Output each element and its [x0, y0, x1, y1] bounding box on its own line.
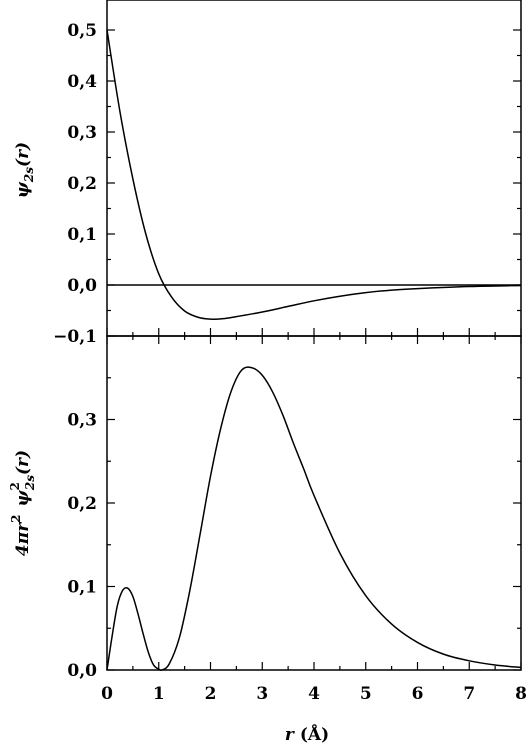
top-tick-labels: −0,1 0,0 0,1 0,2 0,3 0,4 0,5 [53, 21, 97, 347]
top-series-line [106, 29, 522, 321]
bottom-xtick-label: 4 [308, 684, 320, 704]
bottom-ytick-label: 0,3 [67, 411, 97, 431]
panel-bottom: 0,00,10,20,30 1 2 3 4 5 6 7 8 4πr2ψ22s(r) r (Å) [8, 335, 527, 745]
bottom-xtick-label: 5 [360, 684, 372, 704]
bottom-ylabel-prefix: 4πr [13, 522, 33, 556]
bottom-xtick-label: 0 [101, 684, 113, 704]
bottom-xtick-label: 3 [256, 684, 268, 704]
xlabel-symbol: r [285, 725, 295, 745]
xlabel-unit: (Å) [300, 723, 329, 745]
top-ytick-label: 0,3 [67, 123, 97, 143]
bottom-xtick-label: 6 [412, 684, 424, 704]
bottom-ytick-label: 0,1 [67, 578, 97, 598]
top-ytick-label: 0,4 [67, 72, 97, 92]
bottom-xtick-label: 1 [153, 684, 165, 704]
top-ylabel-arg: (r) [13, 142, 33, 167]
top-ticks [106, 29, 522, 337]
bottom-tick-labels: 0,0 0,1 0,2 0,3 0 1 2 3 4 5 6 7 8 [67, 411, 527, 705]
panel-top: −0,1 0,0 0,1 0,2 0,3 0,4 0,5 ψ2s(r) [13, 0, 522, 347]
x-axis-label: r (Å) [285, 723, 329, 745]
bottom-plot-frame [106, 335, 522, 671]
top-y-axis-label: ψ2s(r) [13, 142, 36, 198]
bottom-xtick-label: 2 [205, 684, 217, 704]
top-ytick-label: 0,0 [67, 276, 97, 296]
bottom-ylabel-arg: (r) [13, 450, 33, 475]
top-ytick-label: −0,1 [53, 327, 97, 347]
bottom-ytick-label: 0,0 [67, 661, 97, 681]
bottom-ytick-label: 0,2 [67, 494, 97, 514]
top-ytick-label: 0,1 [67, 225, 97, 245]
bottom-y-axis-label: 4πr2ψ22s(r) [8, 450, 37, 556]
bottom-ylabel-sup: 2 [9, 514, 23, 522]
bottom-ylabel-sub: 2s [23, 475, 37, 491]
top-ylabel-sub: 2s [22, 167, 36, 183]
top-ytick-label: 0,2 [67, 174, 97, 194]
bottom-ticks [106, 336, 522, 671]
bottom-xtick-label: 8 [515, 684, 527, 704]
bottom-xtick-label: 7 [463, 684, 475, 704]
bottom-ylabel-sup2: 2 [8, 482, 22, 490]
bottom-series-line [106, 366, 522, 672]
top-ytick-label: 0,5 [67, 21, 97, 41]
top-ylabel-symbol: ψ [13, 181, 33, 198]
bottom-ylabel-symbol: ψ [13, 489, 33, 506]
